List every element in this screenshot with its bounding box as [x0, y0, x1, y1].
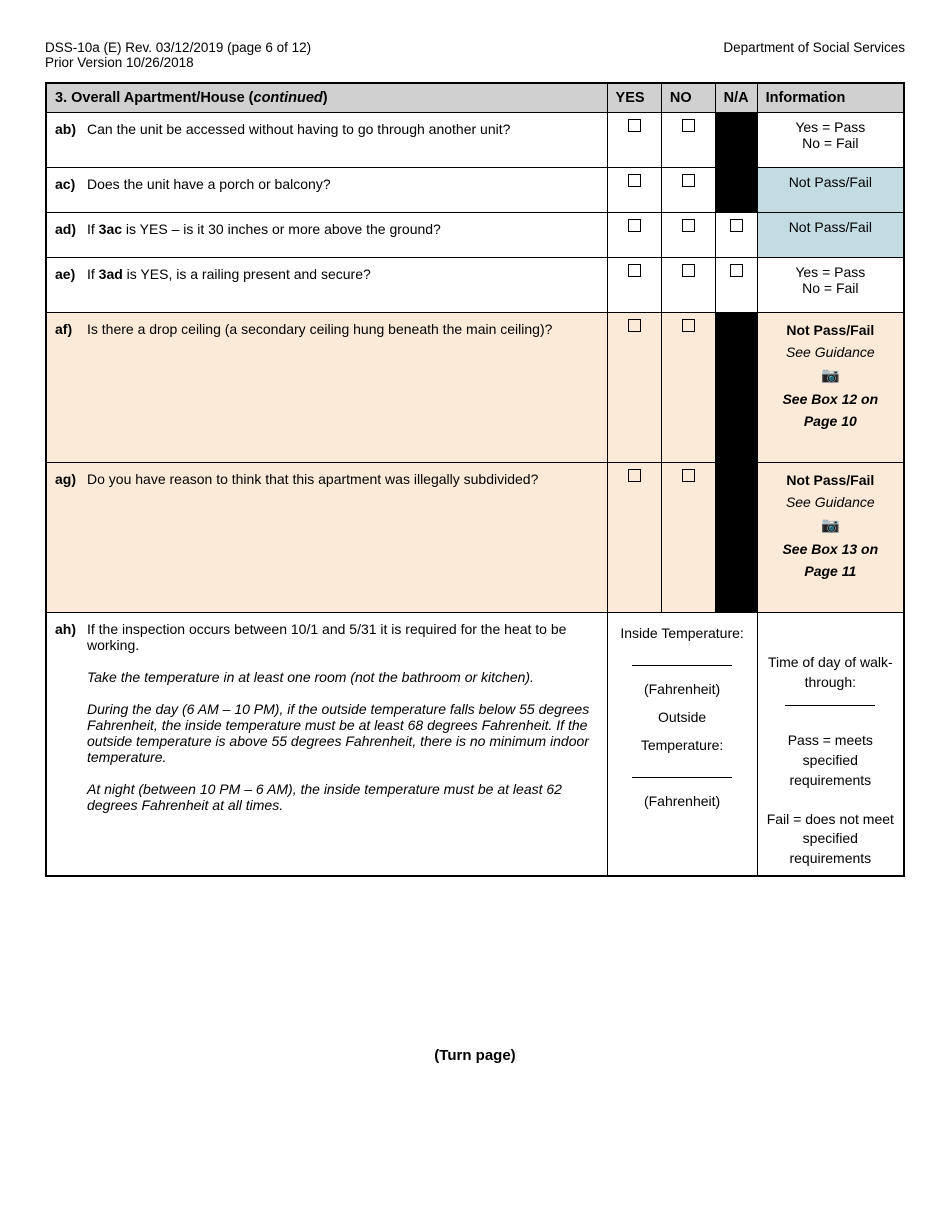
- question-af: af) Is there a drop ceiling (a secondary…: [46, 313, 607, 463]
- row-ae: ae) If 3ad is YES, is a railing present …: [46, 258, 904, 313]
- header-left: DSS-10a (E) Rev. 03/12/2019 (page 6 of 1…: [45, 40, 311, 70]
- ag-info: Not Pass/Fail See Guidance 📷 See Box 13 …: [757, 463, 904, 613]
- col-header-yes: YES: [607, 83, 661, 113]
- row-ad: ad) If 3ac is YES – is it 30 inches or m…: [46, 213, 904, 258]
- ab-info: Yes = Pass No = Fail: [757, 113, 904, 168]
- inside-temp-input-line[interactable]: [632, 652, 732, 666]
- ae-yes-checkbox[interactable]: [628, 264, 641, 277]
- row-ag: ag) Do you have reason to think that thi…: [46, 463, 904, 613]
- ag-no-cell: [661, 463, 715, 613]
- ab-no-checkbox[interactable]: [682, 119, 695, 132]
- ad-na-checkbox[interactable]: [730, 219, 743, 232]
- prior-version: Prior Version 10/26/2018: [45, 55, 194, 70]
- col-header-question: 3. Overall Apartment/House (continued): [46, 83, 607, 113]
- ac-no-checkbox[interactable]: [682, 174, 695, 187]
- department-name: Department of Social Services: [723, 40, 905, 55]
- row-af: af) Is there a drop ceiling (a secondary…: [46, 313, 904, 463]
- question-ah: ah) If the inspection occurs between 10/…: [46, 613, 607, 876]
- ad-yes-cell: [607, 213, 661, 258]
- camera-icon: 📷: [821, 517, 840, 534]
- af-na-blackout: [715, 313, 757, 463]
- ae-na-checkbox[interactable]: [730, 264, 743, 277]
- col-header-info: Information: [757, 83, 904, 113]
- ae-no-cell: [661, 258, 715, 313]
- af-yes-checkbox[interactable]: [628, 319, 641, 332]
- question-ac: ac) Does the unit have a porch or balcon…: [46, 168, 607, 213]
- camera-icon: 📷: [821, 367, 840, 384]
- ae-info: Yes = Pass No = Fail: [757, 258, 904, 313]
- question-ab: ab) Can the unit be accessed without hav…: [46, 113, 607, 168]
- ae-no-checkbox[interactable]: [682, 264, 695, 277]
- ad-info: Not Pass/Fail: [757, 213, 904, 258]
- ac-yes-cell: [607, 168, 661, 213]
- col-header-na: N/A: [715, 83, 757, 113]
- ae-na-cell: [715, 258, 757, 313]
- ag-yes-checkbox[interactable]: [628, 469, 641, 482]
- row-ac: ac) Does the unit have a porch or balcon…: [46, 168, 904, 213]
- page-header: DSS-10a (E) Rev. 03/12/2019 (page 6 of 1…: [45, 40, 905, 70]
- inside-temp-label: Inside Temperature:: [620, 625, 743, 641]
- af-no-cell: [661, 313, 715, 463]
- row-ab: ab) Can the unit be accessed without hav…: [46, 113, 904, 168]
- af-no-checkbox[interactable]: [682, 319, 695, 332]
- ab-yes-checkbox[interactable]: [628, 119, 641, 132]
- ac-yes-checkbox[interactable]: [628, 174, 641, 187]
- ad-no-cell: [661, 213, 715, 258]
- ac-na-blackout: [715, 168, 757, 213]
- af-info: Not Pass/Fail See Guidance 📷 See Box 12 …: [757, 313, 904, 463]
- walkthrough-time-label: Time of day of walk-through:: [768, 654, 893, 690]
- ah-info: Time of day of walk-through: Pass = meet…: [757, 613, 904, 876]
- outside-temp-label: Outside Temperature:: [641, 709, 723, 753]
- row-ah: ah) If the inspection occurs between 10/…: [46, 613, 904, 876]
- ag-na-blackout: [715, 463, 757, 613]
- ad-na-cell: [715, 213, 757, 258]
- af-yes-cell: [607, 313, 661, 463]
- ab-no-cell: [661, 113, 715, 168]
- header-right: Department of Social Services: [723, 40, 905, 70]
- inspection-table: 3. Overall Apartment/House (continued) Y…: [45, 82, 905, 877]
- ab-yes-cell: [607, 113, 661, 168]
- turn-page-footer: (Turn page): [45, 1047, 905, 1064]
- question-ae: ae) If 3ad is YES, is a railing present …: [46, 258, 607, 313]
- walkthrough-time-input-line[interactable]: [785, 692, 875, 706]
- ag-yes-cell: [607, 463, 661, 613]
- ac-no-cell: [661, 168, 715, 213]
- ac-info: Not Pass/Fail: [757, 168, 904, 213]
- ae-yes-cell: [607, 258, 661, 313]
- col-header-no: NO: [661, 83, 715, 113]
- question-ag: ag) Do you have reason to think that thi…: [46, 463, 607, 613]
- ag-no-checkbox[interactable]: [682, 469, 695, 482]
- form-id: DSS-10a (E) Rev. 03/12/2019 (page 6 of 1…: [45, 40, 311, 55]
- table-header-row: 3. Overall Apartment/House (continued) Y…: [46, 83, 904, 113]
- ad-no-checkbox[interactable]: [682, 219, 695, 232]
- question-ad: ad) If 3ac is YES – is it 30 inches or m…: [46, 213, 607, 258]
- outside-temp-input-line[interactable]: [632, 764, 732, 778]
- ab-na-blackout: [715, 113, 757, 168]
- ad-yes-checkbox[interactable]: [628, 219, 641, 232]
- ah-temperature-cell: Inside Temperature: (Fahrenheit) Outside…: [607, 613, 757, 876]
